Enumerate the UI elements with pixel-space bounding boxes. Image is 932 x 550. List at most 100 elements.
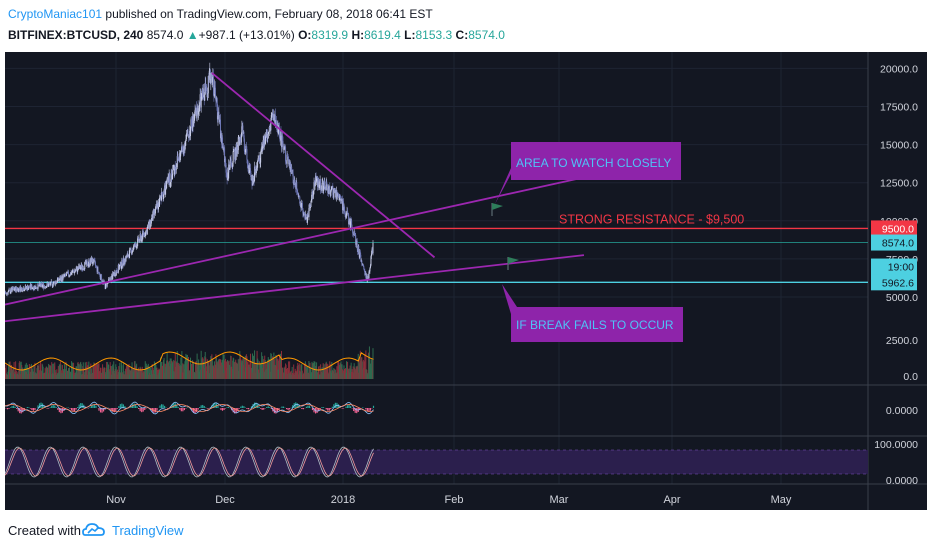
candle-body xyxy=(186,133,188,135)
candle-body xyxy=(59,277,61,281)
candle-body xyxy=(187,129,189,136)
candle-body xyxy=(151,214,153,221)
volume-bar xyxy=(139,366,141,379)
candle-body xyxy=(326,184,328,189)
candle-body xyxy=(154,209,156,214)
candle-body xyxy=(210,78,212,84)
volume-bar xyxy=(154,374,156,379)
trendline[interactable] xyxy=(211,72,436,259)
candle-body xyxy=(86,260,88,262)
volume-bar xyxy=(140,368,142,379)
candle-body xyxy=(217,115,219,120)
callout-box[interactable] xyxy=(495,142,681,204)
macd-histogram-bar xyxy=(119,404,121,408)
close-value: 8574.0 xyxy=(468,28,505,42)
volume-bar xyxy=(216,368,218,379)
candle-body xyxy=(290,166,292,172)
volume-bar xyxy=(257,360,259,379)
volume-bar xyxy=(195,370,197,379)
candle-body xyxy=(262,140,264,146)
candle-body xyxy=(210,73,212,79)
volume-bar xyxy=(164,372,166,379)
candle-body xyxy=(132,249,134,252)
candle-body xyxy=(301,203,303,209)
macd-histogram-bar xyxy=(31,408,33,411)
candle-body xyxy=(304,213,306,219)
candle-body xyxy=(75,270,77,272)
candle-body xyxy=(36,287,38,289)
candle-body xyxy=(226,172,228,177)
trendlines[interactable] xyxy=(0,72,585,324)
price-axis[interactable]: 20000.017500.015000.012500.010000.07500.… xyxy=(871,63,918,487)
resistance-annotation[interactable]: STRONG RESISTANCE - $9,500 xyxy=(559,212,744,226)
candle-body xyxy=(212,73,214,89)
volume-bar xyxy=(144,371,146,379)
candle-body xyxy=(57,277,59,280)
volume-bar xyxy=(334,370,336,379)
candle-body xyxy=(317,178,319,187)
volume-tick-label: 0.0 xyxy=(903,371,918,383)
candle-body xyxy=(92,262,94,264)
macd-histogram-bar xyxy=(98,408,100,411)
candle-body xyxy=(340,199,342,202)
time-tick-label: May xyxy=(771,494,792,506)
symbol-line: BITFINEX:BTCUSD, 240 8574.0 ▲+987.1 (+13… xyxy=(8,28,505,42)
volume-bar xyxy=(31,368,33,379)
author-link[interactable]: CryptoManiac101 xyxy=(8,7,103,21)
volume-bar xyxy=(303,372,305,379)
candle-body xyxy=(296,192,298,194)
candle-body xyxy=(128,255,130,258)
candle-body xyxy=(157,202,159,210)
resistance-price-tag[interactable] xyxy=(871,220,917,237)
candle-body xyxy=(81,266,83,269)
volume-bar xyxy=(328,372,330,379)
candle-body xyxy=(358,246,360,255)
volume-bar xyxy=(99,374,101,379)
countdown-price-tag[interactable] xyxy=(871,258,917,275)
candle-body xyxy=(74,270,76,272)
candle-body xyxy=(174,165,176,175)
volume-bar xyxy=(40,370,42,379)
candle-body xyxy=(155,204,157,206)
support-price-tag[interactable] xyxy=(871,274,917,291)
volume-bar xyxy=(164,363,166,379)
volume-bar xyxy=(325,363,327,379)
candle-body xyxy=(352,227,354,234)
candle-body xyxy=(222,137,224,148)
callout-box[interactable] xyxy=(502,284,683,342)
macd-histogram-bar xyxy=(52,404,54,408)
volume-bar xyxy=(111,371,113,379)
trendline[interactable] xyxy=(0,254,585,324)
volume-bar xyxy=(109,362,111,379)
trendline[interactable] xyxy=(0,176,585,310)
volume-bar xyxy=(286,368,288,379)
candle-body xyxy=(232,162,234,168)
volume-bar xyxy=(308,374,310,379)
macd-histogram-bar xyxy=(9,407,12,408)
price-tick-label: 12500.0 xyxy=(880,178,918,190)
candle-body xyxy=(324,186,326,190)
support-price-label: 5962.6 xyxy=(882,277,914,289)
tradingview-brand[interactable]: TradingView xyxy=(112,523,184,538)
volume-bar xyxy=(65,363,67,379)
chart-area[interactable]: STRONG RESISTANCE - $9,500 AREA TO WATCH … xyxy=(0,52,927,510)
volume-bar xyxy=(256,350,258,379)
volume-bar xyxy=(147,365,149,379)
volume-bar xyxy=(305,363,307,379)
candle-body xyxy=(23,288,25,291)
last-price-tag[interactable] xyxy=(871,234,917,251)
candle-body xyxy=(103,281,105,283)
time-axis[interactable]: Nov Dec 2018 Feb Mar Apr May xyxy=(106,494,792,506)
volume-bar xyxy=(183,364,185,379)
candle-body xyxy=(227,172,229,179)
volume-bar xyxy=(43,372,45,379)
candle-body xyxy=(165,185,167,195)
volume-bar xyxy=(121,365,123,379)
open-label: O: xyxy=(298,28,312,42)
volume-bar xyxy=(299,370,301,379)
candle-body xyxy=(129,250,130,258)
candle-body xyxy=(156,204,158,208)
volume-bar xyxy=(110,374,112,379)
